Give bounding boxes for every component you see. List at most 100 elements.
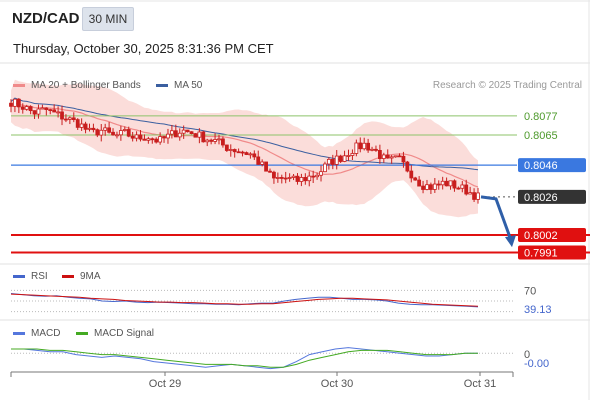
level-badge bbox=[518, 158, 586, 173]
candle-body bbox=[205, 139, 210, 143]
macd-swatch bbox=[13, 331, 25, 335]
candle-body bbox=[275, 177, 280, 179]
candle-body bbox=[244, 152, 249, 155]
candle-body bbox=[87, 127, 92, 130]
candle-body bbox=[272, 171, 276, 179]
candle-body bbox=[154, 138, 159, 143]
candle-body bbox=[40, 107, 45, 110]
candle-body bbox=[52, 109, 57, 113]
candle-body bbox=[126, 129, 131, 137]
candle-body bbox=[381, 154, 386, 159]
projection-arrow-line bbox=[480, 195, 513, 241]
candle-body bbox=[370, 148, 374, 151]
level-label: 0.8065 bbox=[524, 130, 558, 142]
candle-body bbox=[256, 156, 261, 165]
candle-body bbox=[48, 109, 53, 112]
candle-body bbox=[315, 174, 320, 178]
candle-body bbox=[291, 175, 296, 178]
macd-tick-0: 0 bbox=[524, 349, 530, 361]
macd-signal-swatch bbox=[76, 331, 88, 335]
candle-body bbox=[44, 107, 49, 111]
ma20-legend-label: MA 20 + Bollinger Bands bbox=[31, 80, 141, 91]
level-label: 0.8026 bbox=[524, 192, 558, 204]
datetime-label: Thursday, October 30, 2025 8:31:36 PM CE… bbox=[13, 41, 274, 56]
rsi-ma-swatch bbox=[62, 274, 74, 278]
candle-body bbox=[252, 153, 257, 158]
candle-body bbox=[36, 108, 41, 115]
candle-body bbox=[311, 175, 316, 178]
candle-body bbox=[323, 163, 327, 173]
candle-body bbox=[409, 170, 414, 179]
candle-body bbox=[432, 183, 437, 190]
candle-body bbox=[287, 177, 292, 179]
candle-body bbox=[456, 187, 461, 190]
candle-body bbox=[111, 131, 115, 136]
symbol-title: NZD/CAD bbox=[12, 10, 80, 27]
candle-body bbox=[185, 129, 190, 133]
ma50-line bbox=[10, 97, 479, 171]
candle-body bbox=[448, 180, 453, 187]
candle-body bbox=[130, 135, 135, 139]
candle-body bbox=[334, 155, 339, 165]
candle-body bbox=[103, 127, 108, 131]
candle-body bbox=[32, 110, 37, 115]
candle-body bbox=[166, 133, 170, 139]
candle-body bbox=[240, 151, 245, 154]
candle-body bbox=[173, 130, 178, 138]
candle-body bbox=[413, 177, 418, 181]
candle-body bbox=[248, 153, 253, 156]
candle-body bbox=[13, 98, 17, 107]
candle-body bbox=[338, 155, 343, 162]
candle-body bbox=[401, 155, 406, 163]
rsi-tick-70: 70 bbox=[524, 285, 536, 297]
x-axis-tick-label: Oct 29 bbox=[149, 378, 181, 390]
candle-body bbox=[460, 184, 465, 189]
legend-ma50: MA 50 bbox=[156, 80, 202, 91]
candle-body bbox=[122, 129, 127, 131]
x-axis-tick-label: Oct 30 bbox=[321, 378, 353, 390]
level-badge bbox=[518, 228, 586, 242]
candle-body bbox=[405, 161, 410, 172]
candle-body bbox=[99, 129, 104, 136]
candle-body bbox=[299, 177, 304, 182]
level-badge bbox=[518, 189, 586, 204]
candle-body bbox=[472, 192, 476, 200]
ma20-swatch bbox=[13, 83, 25, 87]
macd-signal-line bbox=[11, 348, 478, 368]
candle-body bbox=[107, 127, 112, 133]
rsi-legend-label: RSI bbox=[31, 271, 48, 282]
candle-body bbox=[209, 139, 214, 142]
candle-body bbox=[476, 192, 480, 200]
candle-body bbox=[138, 134, 143, 140]
rsi-ma-line bbox=[10, 293, 479, 307]
candle-body bbox=[177, 132, 182, 138]
legend-rsi: RSI bbox=[13, 271, 48, 282]
candle-body bbox=[201, 131, 206, 143]
candle-body bbox=[221, 138, 225, 146]
candle-body bbox=[385, 154, 390, 159]
candle-body bbox=[264, 161, 268, 172]
ma50-legend-label: MA 50 bbox=[174, 80, 203, 91]
candle-body bbox=[75, 119, 80, 128]
candle-body bbox=[342, 155, 347, 162]
candle-body bbox=[213, 139, 217, 142]
candle-body bbox=[20, 106, 25, 110]
candle-body bbox=[330, 158, 335, 165]
level-label: 0.8046 bbox=[524, 160, 558, 172]
rsi-line bbox=[10, 293, 479, 308]
candle-body bbox=[362, 142, 367, 150]
candle-body bbox=[217, 138, 221, 141]
candle-body bbox=[142, 138, 147, 141]
candle-body bbox=[366, 142, 371, 151]
candle-body bbox=[64, 118, 68, 121]
candle-body bbox=[24, 106, 29, 110]
ma50-swatch bbox=[156, 83, 168, 87]
candle-body bbox=[181, 129, 186, 134]
candle-body bbox=[358, 142, 363, 150]
candle-body bbox=[28, 106, 33, 112]
candle-body bbox=[397, 155, 402, 158]
projection-arrow-head bbox=[505, 235, 516, 248]
timeframe-badge[interactable]: 30 MIN bbox=[82, 7, 134, 31]
candle-body bbox=[197, 131, 202, 138]
